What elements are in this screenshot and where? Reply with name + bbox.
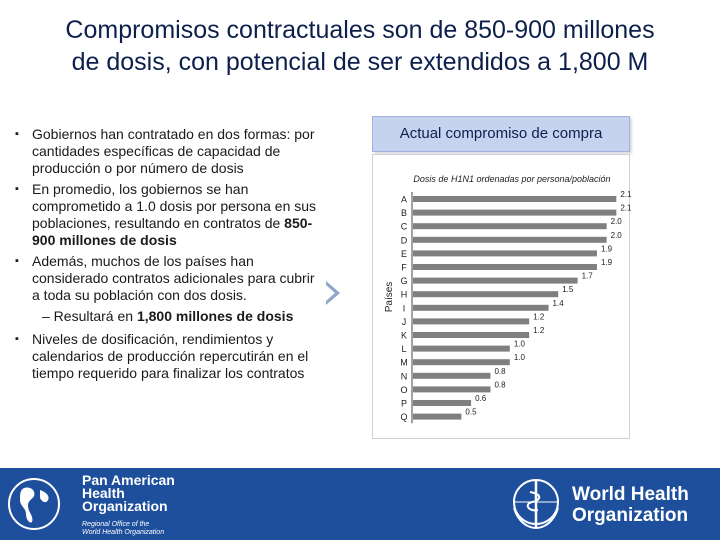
sub-bullet-bold-text: 1,800 millones de dosis — [136, 308, 294, 324]
chart-header: Actual compromiso de compra — [372, 116, 630, 152]
paho-subtitle: Regional Office of the World Health Orga… — [82, 521, 164, 537]
paho-sub-line-1: Regional Office of the — [82, 521, 150, 528]
title-line-2: de dosis, con potencial de ser extendido… — [71, 48, 649, 76]
bullet-text: En promedio, los gobiernos se han compro… — [32, 181, 317, 231]
sub-bullet-text: – Resultará en — [42, 308, 137, 324]
bullet-square-icon: ▪ — [15, 183, 19, 195]
paho-line-1: Pan American — [82, 472, 175, 488]
bullet-text: Además, muchos de los países han conside… — [32, 253, 315, 303]
paho-line-3: Organization — [82, 498, 168, 514]
who-line-1: World Health — [572, 484, 689, 505]
paho-globe-icon — [8, 478, 60, 530]
paho-name: Pan American Health Organization — [82, 472, 175, 514]
bullet-additional: ▪ Además, muchos de los países han consi… — [14, 253, 324, 304]
who-name: World Health Organization — [572, 484, 689, 526]
footer-bar — [0, 468, 720, 540]
bullet-bold-text: 850-900 millones de dosis — [32, 215, 313, 248]
bullet-square-icon: ▪ — [15, 128, 19, 140]
chart-frame — [372, 154, 630, 439]
arrow-right-icon-inner — [326, 285, 335, 301]
sub-bullet: – Resultará en 1,800 millones de dosis — [14, 308, 324, 325]
bullet-average: ▪ En promedio, los gobiernos se han comp… — [14, 181, 324, 249]
who-emblem-icon — [513, 479, 559, 530]
paho-sub-line-2: World Health Organization — [82, 529, 165, 536]
title-line-1: Compromisos contractuales son de 850-900… — [65, 16, 655, 44]
bullet-square-icon: ▪ — [15, 333, 19, 345]
bullet-text: Gobiernos han contratado en dos formas: … — [32, 126, 315, 176]
paho-line-2: Health — [82, 485, 125, 501]
bullet-text: Niveles de dosificación, rendimientos y … — [32, 331, 309, 381]
bullet-contracts: ▪ Gobiernos han contratado en dos formas… — [14, 126, 324, 177]
bullet-list: ▪ Gobiernos han contratado en dos formas… — [14, 126, 324, 386]
who-line-2: Organization — [572, 505, 689, 526]
page-title: Compromisos contractuales son de 850-900… — [0, 14, 720, 78]
bullet-levels: ▪ Niveles de dosificación, rendimientos … — [14, 331, 324, 382]
bullet-square-icon: ▪ — [15, 255, 19, 267]
